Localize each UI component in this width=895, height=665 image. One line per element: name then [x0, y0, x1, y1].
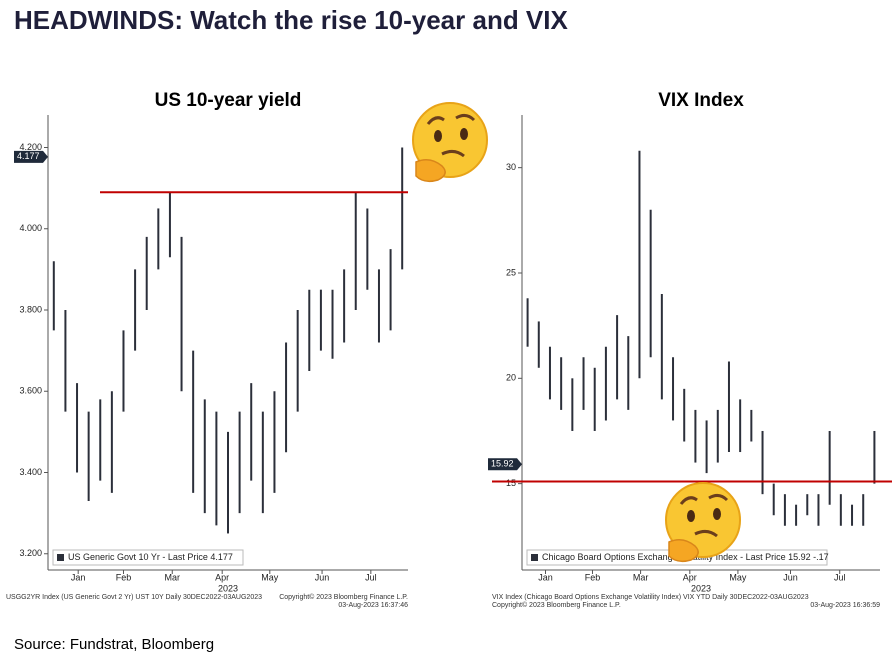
y-tick-label: 25	[506, 267, 516, 277]
y-tick-label: 3.800	[19, 304, 42, 314]
emoji	[665, 482, 741, 563]
emoji-eye	[713, 508, 721, 520]
y-tick-label: 20	[506, 373, 516, 383]
y-tick-label: 3.400	[19, 467, 42, 477]
y-tick-label: 15	[506, 478, 516, 488]
legend-box	[52, 549, 244, 566]
y-tick-label: 4.200	[19, 142, 42, 152]
y-tick-label: 3.600	[19, 386, 42, 396]
emoji-hand	[415, 159, 446, 183]
emoji-brow	[679, 493, 729, 505]
x-tick-label: Apr	[215, 572, 229, 582]
chart-title: VIX Index	[658, 90, 744, 111]
slide-title: HEADWINDS: Watch the rise 10-year and VI…	[14, 5, 568, 35]
footer-right: Copyright© 2023 Bloomberg Finance L.P.	[492, 601, 621, 609]
footer-time: 03-Aug-2023 16:36:59	[810, 602, 880, 609]
x-tick-label: Mar	[165, 572, 181, 582]
legend-swatch	[57, 554, 64, 561]
x-tick-label: Jan	[71, 572, 86, 582]
y-tick-label: 30	[506, 162, 516, 172]
footer-right: Copyright© 2023 Bloomberg Finance L.P.	[279, 593, 408, 601]
x-tick-label: Jul	[365, 572, 377, 582]
footer-left: VIX Index (Chicago Board Options Exchang…	[492, 594, 809, 601]
emoji-mouth	[694, 529, 718, 538]
emoji-eye	[687, 510, 695, 522]
footer-time: 03-Aug-2023 16:37:46	[338, 602, 408, 609]
source: Source: Fundstrat, Bloomberg	[14, 636, 214, 653]
x-tick-label: Jun	[783, 572, 798, 582]
legend-swatch	[531, 554, 538, 561]
legend: US Generic Govt 10 Yr - Last Price 4.177	[52, 549, 244, 566]
x-tick-label: Feb	[585, 572, 601, 582]
emoji-mouth	[441, 149, 465, 158]
year-label: 2023	[218, 583, 238, 593]
emoji	[412, 102, 488, 183]
x-tick-label: Jul	[834, 572, 846, 582]
emoji-hand	[668, 539, 699, 563]
emoji-eye	[434, 130, 442, 142]
x-tick-label: May	[729, 572, 747, 582]
x-tick-label: Jan	[538, 572, 553, 582]
y-tick-label: 3.200	[19, 548, 42, 558]
legend-text: US Generic Govt 10 Yr - Last Price 4.177	[68, 552, 233, 562]
emoji-brow	[426, 113, 476, 125]
year-label: 2023	[691, 583, 711, 593]
last-price-label: 15.92	[491, 459, 514, 469]
x-tick-label: Apr	[683, 572, 697, 582]
footer-left: USGG2YR Index (US Generic Govt 2 Yr) UST…	[6, 594, 262, 601]
chart-title: US 10-year yield	[155, 90, 302, 111]
x-tick-label: Feb	[116, 572, 132, 582]
x-tick-label: May	[261, 572, 279, 582]
x-tick-label: Mar	[633, 572, 649, 582]
last-price-label: 4.177	[17, 151, 40, 161]
last-price-tag	[14, 150, 48, 163]
x-tick-label: Jun	[315, 572, 330, 582]
emoji-eye	[460, 128, 468, 140]
y-tick-label: 4.000	[19, 223, 42, 233]
last-price-tag	[488, 458, 522, 471]
